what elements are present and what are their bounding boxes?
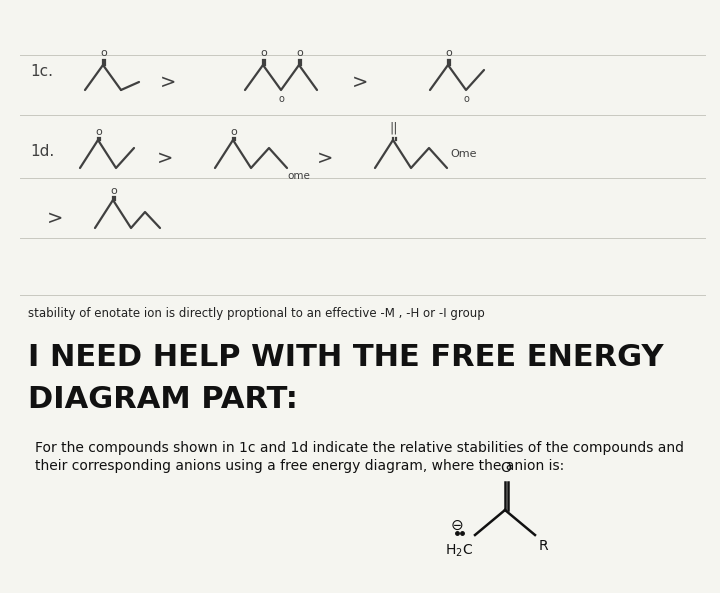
Text: O: O (500, 461, 511, 475)
Text: stability of enotate ion is directly proptional to an effective -M , -H or -I gr: stability of enotate ion is directly pro… (28, 307, 485, 320)
Text: ||: || (390, 122, 398, 135)
Text: ⊖: ⊖ (451, 518, 464, 533)
Text: o: o (230, 127, 238, 137)
Text: 1c.: 1c. (30, 65, 53, 79)
Text: o: o (463, 94, 469, 104)
Text: For the compounds shown in 1c and 1d indicate the relative stabilities of the co: For the compounds shown in 1c and 1d ind… (35, 441, 684, 455)
Text: o: o (101, 48, 107, 58)
Text: >: > (157, 148, 174, 167)
Text: 1d.: 1d. (30, 145, 54, 160)
Text: >: > (160, 72, 176, 91)
Text: R: R (539, 539, 549, 553)
Text: DIAGRAM PART:: DIAGRAM PART: (28, 385, 298, 415)
Text: their corresponding anions using a free energy diagram, where the anion is:: their corresponding anions using a free … (35, 459, 564, 473)
Text: o: o (111, 186, 117, 196)
Text: o: o (96, 127, 102, 137)
Text: o: o (261, 48, 267, 58)
Text: >: > (47, 209, 63, 228)
Text: o: o (278, 94, 284, 104)
Text: $\mathregular{H_2C}$: $\mathregular{H_2C}$ (445, 543, 473, 559)
Text: ome: ome (287, 171, 310, 181)
Text: I NEED HELP WITH THE FREE ENERGY: I NEED HELP WITH THE FREE ENERGY (28, 343, 664, 372)
Text: o: o (297, 48, 303, 58)
Text: Ome: Ome (450, 149, 477, 159)
Text: >: > (317, 148, 333, 167)
Text: >: > (352, 72, 368, 91)
Text: o: o (446, 48, 452, 58)
